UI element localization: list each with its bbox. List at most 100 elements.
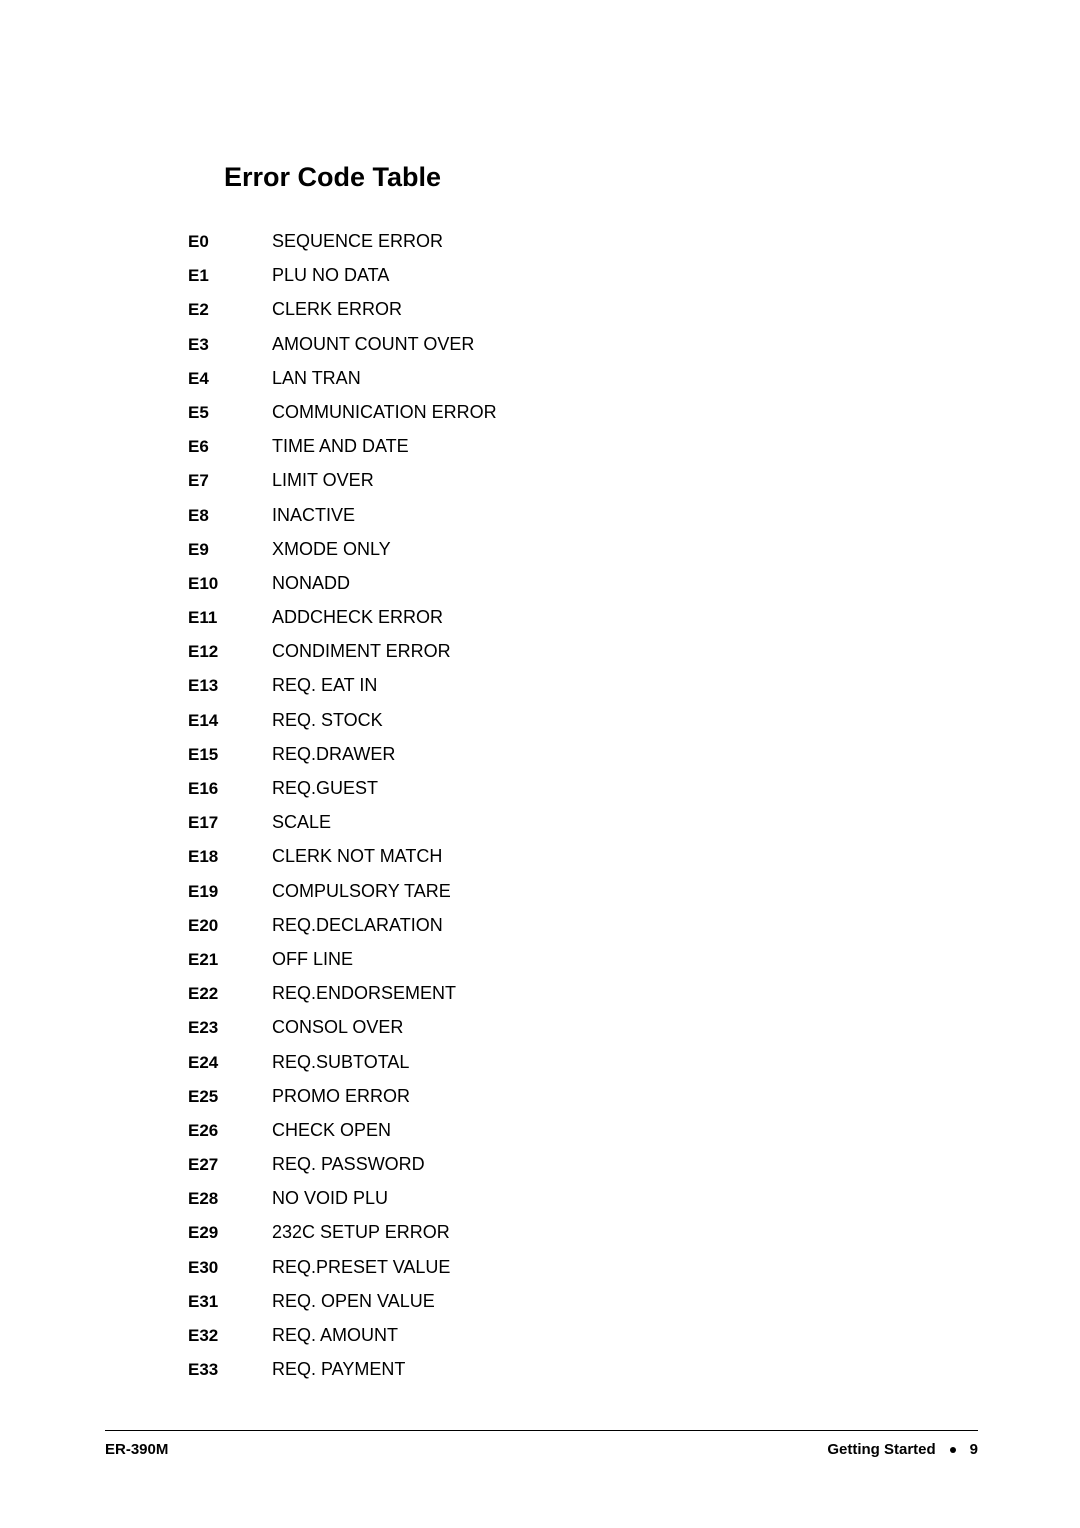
error-description: PROMO ERROR (272, 1086, 410, 1107)
error-code: E10 (188, 574, 272, 594)
error-description: REQ. OPEN VALUE (272, 1291, 435, 1312)
error-description: CONDIMENT ERROR (272, 641, 451, 662)
error-row: E13REQ. EAT IN (188, 675, 968, 709)
error-code: E1 (188, 266, 272, 286)
error-description: XMODE ONLY (272, 539, 391, 560)
error-code: E3 (188, 335, 272, 355)
error-row: E11ADDCHECK ERROR (188, 607, 968, 641)
error-code: E33 (188, 1360, 272, 1380)
error-description: CONSOL OVER (272, 1017, 403, 1038)
error-row: E22REQ.ENDORSEMENT (188, 983, 968, 1017)
error-row: E7LIMIT OVER (188, 470, 968, 504)
error-description: PLU NO DATA (272, 265, 389, 286)
error-row: E4LAN TRAN (188, 368, 968, 402)
error-row: E6TIME AND DATE (188, 436, 968, 470)
error-code: E29 (188, 1223, 272, 1243)
error-code: E16 (188, 779, 272, 799)
error-row: E1PLU NO DATA (188, 265, 968, 299)
error-row: E18CLERK NOT MATCH (188, 846, 968, 880)
error-description: 232C SETUP ERROR (272, 1222, 450, 1243)
footer-model: ER-390M (105, 1441, 168, 1458)
error-row: E17SCALE (188, 812, 968, 846)
error-code: E30 (188, 1258, 272, 1278)
error-row: E14REQ. STOCK (188, 710, 968, 744)
error-row: E16REQ.GUEST (188, 778, 968, 812)
error-code: E5 (188, 403, 272, 423)
error-description: REQ.ENDORSEMENT (272, 983, 456, 1004)
error-description: NO VOID PLU (272, 1188, 388, 1209)
error-row: E19COMPULSORY TARE (188, 881, 968, 915)
error-row: E21OFF LINE (188, 949, 968, 983)
error-description: ADDCHECK ERROR (272, 607, 443, 628)
page-title: Error Code Table (224, 162, 968, 193)
error-code: E24 (188, 1053, 272, 1073)
error-code: E28 (188, 1189, 272, 1209)
error-code: E14 (188, 711, 272, 731)
error-code: E22 (188, 984, 272, 1004)
error-row: E30REQ.PRESET VALUE (188, 1257, 968, 1291)
footer-section-label: Getting Started (827, 1441, 935, 1458)
page: Error Code Table E0SEQUENCE ERRORE1PLU N… (0, 0, 1080, 1528)
error-code-list: E0SEQUENCE ERRORE1PLU NO DATAE2CLERK ERR… (188, 231, 968, 1393)
footer-section: Getting Started 9 (827, 1441, 978, 1458)
error-description: REQ.GUEST (272, 778, 378, 799)
error-row: E27REQ. PASSWORD (188, 1154, 968, 1188)
page-footer: ER-390M Getting Started 9 (105, 1430, 978, 1458)
error-code: E21 (188, 950, 272, 970)
error-row: E32REQ. AMOUNT (188, 1325, 968, 1359)
error-code: E11 (188, 608, 272, 628)
error-code: E15 (188, 745, 272, 765)
error-code: E0 (188, 232, 272, 252)
error-description: COMMUNICATION ERROR (272, 402, 497, 423)
error-row: E29232C SETUP ERROR (188, 1222, 968, 1256)
error-description: REQ. AMOUNT (272, 1325, 398, 1346)
error-code: E25 (188, 1087, 272, 1107)
error-description: COMPULSORY TARE (272, 881, 451, 902)
error-description: AMOUNT COUNT OVER (272, 334, 474, 355)
error-row: E25PROMO ERROR (188, 1086, 968, 1120)
error-row: E20REQ.DECLARATION (188, 915, 968, 949)
error-row: E2CLERK ERROR (188, 299, 968, 333)
error-code: E9 (188, 540, 272, 560)
error-description: LAN TRAN (272, 368, 361, 389)
error-code: E31 (188, 1292, 272, 1312)
error-row: E23CONSOL OVER (188, 1017, 968, 1051)
error-code: E2 (188, 300, 272, 320)
error-row: E28NO VOID PLU (188, 1188, 968, 1222)
error-description: REQ. STOCK (272, 710, 383, 731)
error-code: E32 (188, 1326, 272, 1346)
error-description: OFF LINE (272, 949, 353, 970)
error-code: E26 (188, 1121, 272, 1141)
error-description: REQ.DRAWER (272, 744, 395, 765)
error-description: SEQUENCE ERROR (272, 231, 443, 252)
error-row: E8INACTIVE (188, 505, 968, 539)
error-code: E4 (188, 369, 272, 389)
error-description: REQ.SUBTOTAL (272, 1052, 409, 1073)
content-area: Error Code Table E0SEQUENCE ERRORE1PLU N… (188, 162, 968, 1393)
error-row: E5COMMUNICATION ERROR (188, 402, 968, 436)
error-code: E17 (188, 813, 272, 833)
error-row: E24REQ.SUBTOTAL (188, 1052, 968, 1086)
error-description: REQ.DECLARATION (272, 915, 443, 936)
error-description: SCALE (272, 812, 331, 833)
error-row: E33REQ. PAYMENT (188, 1359, 968, 1393)
footer-page-number: 9 (970, 1441, 978, 1458)
error-description: REQ. PAYMENT (272, 1359, 405, 1380)
error-code: E6 (188, 437, 272, 457)
error-row: E12CONDIMENT ERROR (188, 641, 968, 675)
error-description: CLERK ERROR (272, 299, 402, 320)
error-description: REQ. EAT IN (272, 675, 377, 696)
error-row: E3AMOUNT COUNT OVER (188, 334, 968, 368)
error-code: E19 (188, 882, 272, 902)
error-row: E9XMODE ONLY (188, 539, 968, 573)
error-row: E15REQ.DRAWER (188, 744, 968, 778)
error-row: E31REQ. OPEN VALUE (188, 1291, 968, 1325)
error-description: CLERK NOT MATCH (272, 846, 442, 867)
error-code: E20 (188, 916, 272, 936)
bullet-icon (950, 1447, 956, 1453)
error-code: E27 (188, 1155, 272, 1175)
error-row: E10NONADD (188, 573, 968, 607)
error-code: E8 (188, 506, 272, 526)
error-description: REQ.PRESET VALUE (272, 1257, 450, 1278)
error-code: E12 (188, 642, 272, 662)
